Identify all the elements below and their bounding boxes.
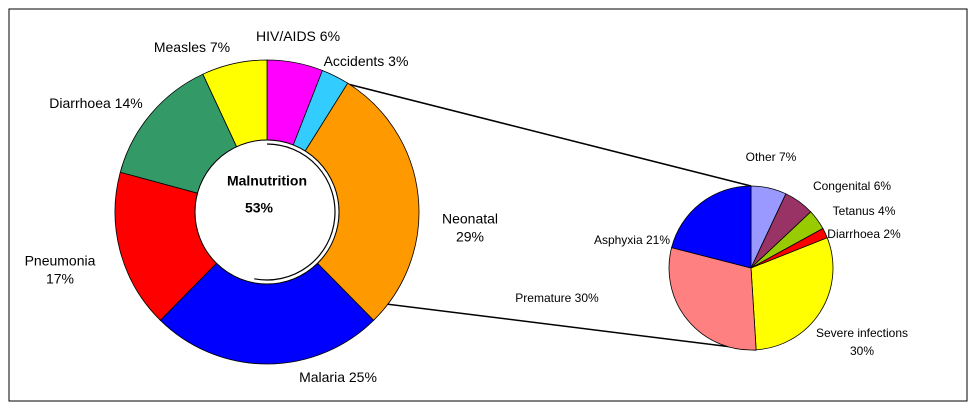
slice-label: HIV/AIDS 6%	[256, 28, 340, 44]
slice-name: Other	[746, 150, 776, 164]
slice-label: Diarrhoea 2%	[827, 227, 901, 241]
slice-name: Measles	[154, 39, 206, 55]
slice-label: Severe infections	[816, 326, 908, 340]
slice-value: 7%	[779, 150, 797, 164]
slice-value-label: 30%	[850, 344, 874, 358]
slice-value-label: 29%	[456, 229, 484, 245]
slice-label: Asphyxia 21%	[594, 233, 670, 247]
slice-value: 14%	[115, 95, 143, 111]
slice-label: Premature 30%	[515, 291, 599, 305]
slice-name: Asphyxia	[594, 233, 643, 247]
slice-label: Neonatal	[442, 211, 498, 227]
donut-hole	[194, 139, 340, 285]
slice-label: Accidents 3%	[324, 53, 409, 69]
slice-name: Congenital	[813, 179, 870, 193]
slice-name: Diarrhoea	[49, 95, 111, 111]
slice-label: Measles 7%	[154, 39, 230, 55]
pie-slice	[671, 185, 752, 269]
slice-label: Congenital 6%	[813, 179, 891, 193]
center-arc	[254, 143, 336, 281]
slice-value: 30%	[575, 291, 599, 305]
center-value: 53%	[245, 200, 274, 216]
slice-name: HIV/AIDS	[256, 28, 316, 44]
center-label: Malnutrition	[227, 173, 307, 189]
slice-name: Malaria	[299, 369, 345, 385]
slice-value: 2%	[883, 227, 901, 241]
slice-name: Accidents	[324, 53, 385, 69]
slice-label: Tetanus 4%	[833, 204, 896, 218]
slice-name: Premature	[515, 291, 571, 305]
pie-slice	[668, 247, 757, 351]
slice-value-label: 17%	[46, 271, 74, 287]
slice-name: Diarrhoea	[827, 227, 880, 241]
slice-value: 25%	[349, 369, 377, 385]
slice-value: 21%	[646, 233, 670, 247]
connector-line	[369, 301, 757, 351]
slice-label: Pneumonia	[25, 253, 96, 269]
slice-value: 6%	[320, 28, 340, 44]
connector-line	[315, 75, 752, 187]
slice-name: Tetanus	[833, 204, 875, 218]
slice-value: 7%	[210, 39, 230, 55]
slice-value: 4%	[878, 204, 896, 218]
pie-slice	[750, 237, 834, 351]
slice-value: 3%	[388, 53, 408, 69]
slice-label: Malaria 25%	[299, 369, 377, 385]
slice-label: Diarrhoea 14%	[49, 95, 142, 111]
slice-label: Other 7%	[746, 150, 797, 164]
slice-value: 6%	[874, 179, 892, 193]
